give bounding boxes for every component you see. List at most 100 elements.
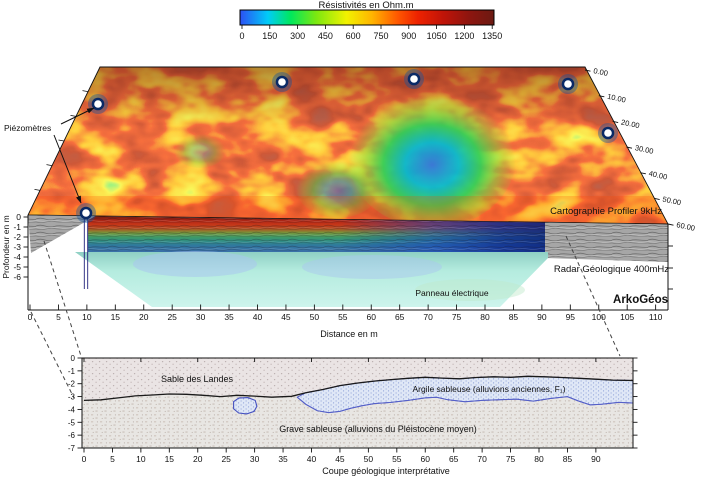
- piezometer-marker: [604, 129, 612, 137]
- depth-tick-label: -5: [13, 262, 21, 272]
- map-right-tick-label: 60.00: [676, 220, 696, 233]
- distance-tick-label: 110: [649, 312, 663, 322]
- map-left-tick: [82, 90, 89, 93]
- depth-tick-label: -2: [13, 232, 21, 242]
- map-right-axis: 0.00 10.00 20.00 30.00 40.00 50.00 60.00: [584, 66, 696, 233]
- section-left-tick-label: -5: [68, 418, 76, 427]
- distance-tick-label: 20: [139, 312, 149, 322]
- distance-tick-label: 25: [167, 312, 177, 322]
- map-right-tick: [584, 69, 591, 72]
- section-bottom-tick-label: 20: [193, 454, 203, 464]
- section-bottom-tick-label: 60: [421, 454, 431, 464]
- section-bottom-tick-label: 70: [477, 454, 487, 464]
- section-caption: Coupe géologique interprétative: [322, 466, 450, 476]
- map-left-tick: [70, 114, 77, 117]
- distance-tick-label: 100: [592, 312, 606, 322]
- piezometer-marker: [94, 100, 102, 108]
- distance-tick-label: 50: [310, 312, 320, 322]
- piezometer-annotation: Piézomètres: [4, 107, 95, 204]
- section-bottom-tick-label: 90: [591, 454, 601, 464]
- radar-method-label: Radar Géologique 400mHz: [554, 264, 669, 275]
- map-right-tick-label: 10.00: [606, 92, 626, 105]
- section-left-tick-label: -7: [68, 444, 76, 453]
- section-bottom-tick-label: 35: [278, 454, 288, 464]
- piezometer-markers: [76, 69, 618, 223]
- radar-right-band: [545, 222, 668, 262]
- distance-tick-label: 60: [367, 312, 377, 322]
- distance-tick-label: 55: [338, 312, 348, 322]
- section-left-tick-label: -2: [68, 380, 76, 389]
- distance-tick-label: 30: [196, 312, 206, 322]
- section-bottom-tick-label: 80: [534, 454, 544, 464]
- section-bottom-tick-label: 65: [449, 454, 459, 464]
- section-left-tick-label: -6: [68, 431, 76, 440]
- distance-axis-label: Distance en m: [320, 329, 378, 339]
- block-axes: 0-1-2-3-4-5-6 0 5 10 15 20 25 30 35 40 45 50 55 60 65…: [1, 212, 668, 339]
- map-right-tick-label: 30.00: [634, 143, 654, 156]
- piezometer-arrow: [60, 107, 95, 125]
- arkogeos-logo: ArkoGéos: [613, 294, 668, 306]
- distance-tick-label: 40: [253, 312, 263, 322]
- section-axis-ticks: 0 5 10 15 20 25 30 35 40 45 50 55 60 65 70 75 80 85 90 0 -1 -…: [68, 354, 638, 464]
- section-bottom-tick-label: 10: [136, 454, 146, 464]
- projection-dashed-lines: [30, 235, 621, 399]
- distance-axis-ticks: 0 5 10 15 20 25 30 35 40 45 50 55 60 65 70 75 80 85 90 95 10…: [28, 304, 663, 322]
- piezometer-marker: [278, 78, 286, 86]
- clay-patch: [233, 397, 258, 415]
- map-left-tick: [58, 139, 65, 142]
- distance-tick-label: 85: [509, 312, 519, 322]
- colorbar: Résistivités en Ohm.m 0 150 300 450 600 750 90…: [239, 0, 502, 41]
- section-frame: [81, 357, 634, 449]
- distance-tick-label: 65: [395, 312, 405, 322]
- depth-axis-ticks: 0-1-2-3-4-5-6: [13, 212, 28, 282]
- depth-tick-label: -6: [13, 272, 21, 282]
- section-bottom-tick-label: 75: [506, 454, 516, 464]
- dashed-connector: [43, 240, 82, 357]
- depth-tick-label: 0: [16, 212, 21, 222]
- distance-tick-label: 5: [56, 312, 61, 322]
- argile-base-boundary: [296, 396, 633, 414]
- map-right-tick-label: 20.00: [620, 117, 640, 130]
- colorbar-tick-label: 1050: [427, 31, 447, 41]
- map-left-edge-ticks: [34, 90, 89, 191]
- map-right-tick: [654, 197, 660, 200]
- distance-tick-label: 15: [111, 312, 121, 322]
- piezometer-marker: [564, 80, 572, 88]
- distance-tick-label: 0: [28, 312, 33, 322]
- resistivity-map: 0.00 10.00 20.00 30.00 40.00 50.00 60.00 Carto…: [27, 66, 696, 233]
- section-bottom-tick-label: 45: [335, 454, 345, 464]
- colorbar-tick-label: 1200: [454, 31, 474, 41]
- depth-tick-label: -1: [13, 222, 21, 232]
- colorbar-tick-label: 750: [373, 31, 388, 41]
- colorbar-tick-label: 450: [318, 31, 333, 41]
- map-method-label: Cartographie Profiler 9kHz: [550, 206, 662, 217]
- map-right-tick: [598, 95, 605, 98]
- map-right-tick-label: 50.00: [662, 194, 682, 207]
- map-left-tick: [34, 188, 41, 191]
- section-bottom-tick-label: 5: [110, 454, 115, 464]
- colorbar-tick-label: 900: [401, 31, 416, 41]
- dashed-connector: [565, 235, 621, 357]
- map-left-tick: [46, 164, 53, 167]
- argile-label: Argile sableuse (alluvions anciennes, F₁…: [412, 384, 565, 394]
- dashed-connector: [30, 311, 75, 399]
- grave-label: Grave sableuse (alluvions du Pléistocène…: [279, 424, 477, 434]
- piezometer-marker: [410, 75, 418, 83]
- section-bottom-tick-label: 55: [392, 454, 402, 464]
- piezometers-label: Piézomètres: [4, 123, 51, 133]
- distance-tick-label: 45: [281, 312, 291, 322]
- distance-tick-label: 75: [452, 312, 462, 322]
- section-bottom-tick-label: 30: [250, 454, 260, 464]
- colorbar-tick-label: 600: [346, 31, 361, 41]
- sable-layer: [84, 358, 633, 401]
- distance-tick-label: 80: [480, 312, 490, 322]
- colorbar-tick-label: 1350: [482, 31, 502, 41]
- depth-tick-label: -3: [13, 242, 21, 252]
- piezometer-marker: [82, 209, 90, 217]
- distance-tick-label: 105: [620, 312, 634, 322]
- distance-tick-label: 70: [423, 312, 433, 322]
- electrical-panel-label: Panneau électrique: [415, 288, 489, 298]
- colorbar-tick-label: 150: [262, 31, 277, 41]
- map-right-tick: [626, 146, 633, 149]
